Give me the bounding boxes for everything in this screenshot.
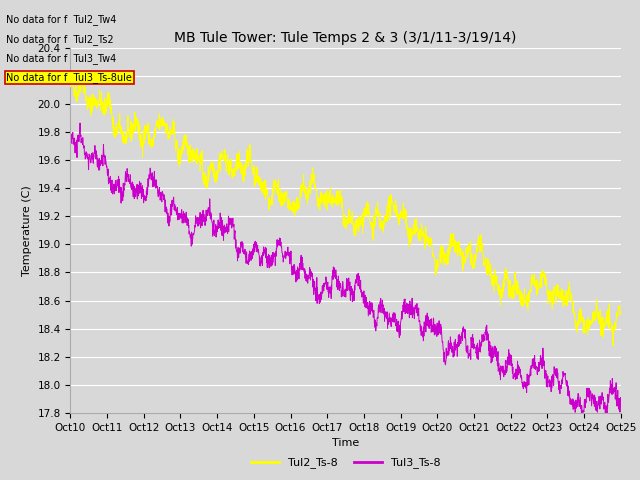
- Y-axis label: Temperature (C): Temperature (C): [22, 185, 32, 276]
- Text: No data for f  Tul3_Ts-8ule: No data for f Tul3_Ts-8ule: [6, 72, 132, 83]
- Text: No data for f  Tul2_Ts2: No data for f Tul2_Ts2: [6, 34, 114, 45]
- X-axis label: Time: Time: [332, 438, 359, 448]
- Text: No data for f  Tul2_Tw4: No data for f Tul2_Tw4: [6, 14, 116, 25]
- Legend: Tul2_Ts-8, Tul3_Ts-8: Tul2_Ts-8, Tul3_Ts-8: [246, 453, 445, 473]
- Title: MB Tule Tower: Tule Temps 2 & 3 (3/1/11-3/19/14): MB Tule Tower: Tule Temps 2 & 3 (3/1/11-…: [175, 32, 516, 46]
- Text: No data for f  Tul3_Tw4: No data for f Tul3_Tw4: [6, 53, 116, 64]
